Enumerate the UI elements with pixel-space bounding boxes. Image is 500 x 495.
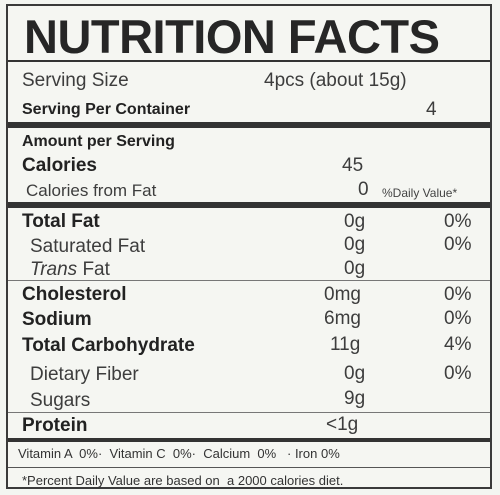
nutrient-label-total-fat: Total Fat <box>22 211 100 232</box>
nutrition-label: NUTRITION FACTS Serving Size 4pcs (about… <box>6 4 492 489</box>
serving-size-label: Serving Size <box>22 70 129 91</box>
nutrient-label-sugars: Sugars <box>30 390 91 411</box>
calories-value: 45 <box>342 155 364 176</box>
nutrient-dv-cholesterol: 0% <box>444 284 472 305</box>
nutrient-label-trans-fat: Trans Fat <box>30 260 110 279</box>
nutrient-amount-cholesterol: 0mg <box>324 284 361 305</box>
servings-per-container-label: Serving Per Container <box>22 101 191 118</box>
nutrient-label-total-carbohydrate: Total Carbohydrate <box>22 335 195 356</box>
nutrient-dv-total-carbohydrate: 4% <box>444 334 472 355</box>
nutrient-amount-total-carbohydrate: 11g <box>330 334 361 355</box>
nutrient-amount-trans-fat: 0g <box>344 258 366 279</box>
nutrient-amount-dietary-fiber: 0g <box>344 363 366 384</box>
daily-value-header: %Daily Value* <box>382 186 458 200</box>
nutrient-label-protein: Protein <box>22 415 88 436</box>
serving-size-value: 4pcs (about 15g) <box>264 70 407 91</box>
calories-from-fat-label: Calories from Fat <box>26 181 157 200</box>
divider-hairline <box>8 280 490 281</box>
nutrient-dv-dietary-fiber: 0% <box>444 363 472 384</box>
nutrient-label-cholesterol: Cholesterol <box>22 284 127 305</box>
divider-thin <box>8 60 490 62</box>
servings-per-container-value: 4 <box>426 99 437 120</box>
trans-fat-italic: Trans <box>30 259 78 280</box>
nutrient-amount-total-fat: 0g <box>344 211 366 232</box>
divider-hairline <box>8 467 490 468</box>
calories-from-fat-value: 0 <box>358 179 369 200</box>
nutrient-dv-saturated-fat: 0% <box>444 234 472 255</box>
footnote: *Percent Daily Value are based on a 2000… <box>22 473 344 488</box>
calories-label: Calories <box>22 155 97 176</box>
nutrient-label-sodium: Sodium <box>22 309 92 330</box>
nutrient-amount-saturated-fat: 0g <box>344 234 366 255</box>
nutrient-label-saturated-fat: Saturated Fat <box>30 236 146 257</box>
divider-hairline <box>8 412 490 413</box>
divider-medium <box>8 438 490 442</box>
trans-fat-rest: Fat <box>77 259 110 280</box>
nutrient-dv-sodium: 0% <box>444 308 472 329</box>
divider-thick <box>8 122 490 128</box>
nutrient-dv-total-fat: 0% <box>444 211 472 232</box>
vitamins-line: Vitamin A 0%· Vitamin C 0%· Calcium 0% ·… <box>18 446 340 461</box>
nutrient-label-dietary-fiber: Dietary Fiber <box>30 364 139 385</box>
nutrient-amount-protein: <1g <box>326 414 359 435</box>
nutrient-amount-sugars: 9g <box>344 388 366 409</box>
divider-thick <box>8 202 490 208</box>
label-title: NUTRITION FACTS <box>24 10 440 63</box>
nutrient-amount-sodium: 6mg <box>324 308 361 329</box>
amount-per-serving: Amount per Serving <box>22 133 175 150</box>
